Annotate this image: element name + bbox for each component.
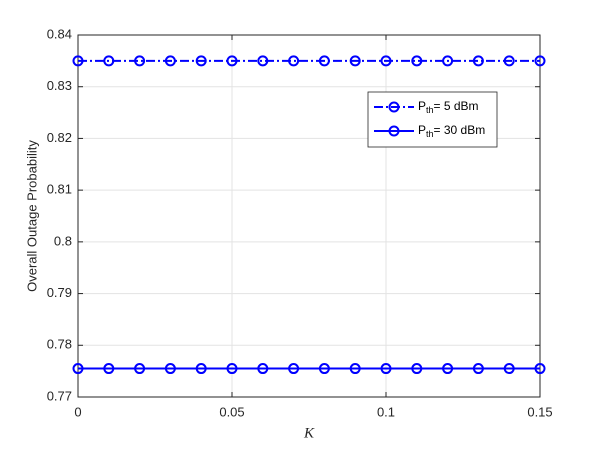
marker	[534, 55, 546, 67]
legend-box	[367, 91, 498, 148]
legend-label: Pth= 30 dBm	[418, 123, 485, 139]
marker	[134, 55, 146, 67]
y-tick-label: 0.78	[47, 337, 72, 352]
legend-label-rest: = 5 dBm	[434, 99, 479, 113]
marker	[257, 55, 269, 67]
y-tick-label: 0.83	[47, 78, 72, 93]
y-tick-label: 0.8	[54, 233, 72, 248]
marker	[380, 363, 392, 375]
y-tick-label: 0.79	[47, 285, 72, 300]
marker	[411, 363, 423, 375]
marker	[318, 363, 330, 375]
legend-label-sub: th	[426, 129, 434, 139]
marker	[134, 363, 146, 375]
x-tick-label: 0.1	[377, 404, 395, 419]
marker	[472, 55, 484, 67]
legend-marker	[388, 125, 400, 137]
marker	[534, 363, 546, 375]
marker	[411, 55, 423, 67]
marker	[349, 55, 361, 67]
y-tick-label: 0.77	[47, 388, 72, 403]
legend-label-main: P	[418, 123, 426, 137]
y-tick-label: 0.84	[47, 26, 72, 41]
marker	[164, 55, 176, 67]
marker	[503, 363, 515, 375]
marker	[226, 55, 238, 67]
y-tick-label: 0.81	[47, 182, 72, 197]
marker	[257, 363, 269, 375]
marker	[349, 363, 361, 375]
x-tick-label: 0.05	[219, 404, 244, 419]
legend-label-rest: = 30 dBm	[434, 123, 486, 137]
marker	[103, 363, 115, 375]
legend-label-main: P	[418, 99, 426, 113]
marker	[164, 363, 176, 375]
marker	[442, 55, 454, 67]
marker	[318, 55, 330, 67]
marker	[195, 55, 207, 67]
plot-frame	[77, 34, 541, 398]
legend-label-sub: th	[426, 105, 434, 115]
marker	[226, 363, 238, 375]
marker	[288, 363, 300, 375]
y-axis-label: Overall Outage Probability	[24, 140, 39, 292]
marker	[72, 55, 84, 67]
marker	[442, 363, 454, 375]
legend-label: Pth= 5 dBm	[418, 99, 479, 115]
x-tick-label: 0	[74, 404, 81, 419]
marker	[503, 55, 515, 67]
x-axis-label: K	[303, 425, 315, 441]
x-tick-label: 0.15	[527, 404, 552, 419]
legend-marker	[388, 101, 400, 113]
y-tick-label: 0.82	[47, 130, 72, 145]
marker	[195, 363, 207, 375]
marker	[472, 363, 484, 375]
marker	[288, 55, 300, 67]
marker	[103, 55, 115, 67]
marker	[72, 363, 84, 375]
marker	[380, 55, 392, 67]
